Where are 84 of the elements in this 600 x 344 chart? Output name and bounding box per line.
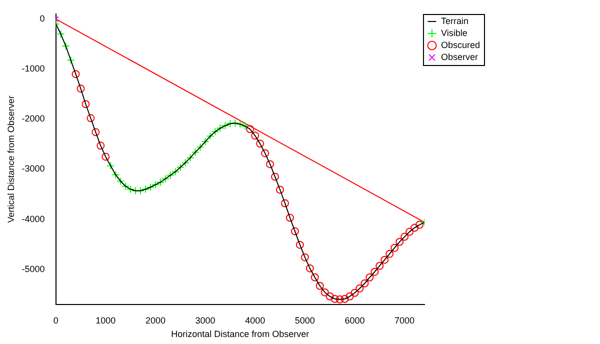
point bbox=[346, 292, 354, 300]
point bbox=[106, 162, 115, 170]
point bbox=[276, 186, 284, 194]
point bbox=[86, 114, 95, 122]
point bbox=[360, 279, 369, 288]
point bbox=[256, 140, 264, 148]
point bbox=[201, 138, 210, 146]
point bbox=[356, 284, 364, 292]
point bbox=[176, 163, 184, 172]
x-tick-label: 3000 bbox=[195, 315, 216, 326]
point bbox=[171, 168, 180, 176]
point bbox=[390, 244, 399, 252]
point bbox=[166, 171, 174, 180]
point bbox=[326, 292, 334, 300]
y-tick-label: -2000 bbox=[22, 114, 45, 124]
point bbox=[141, 185, 150, 194]
x-tick-label: 1000 bbox=[96, 315, 116, 326]
point bbox=[380, 256, 389, 264]
x-axis-title: Horizontal Distance from Observer bbox=[171, 329, 310, 340]
legend-label: Obscured bbox=[440, 40, 480, 50]
point bbox=[290, 227, 299, 236]
point bbox=[96, 142, 105, 150]
y-tick-label: -3000 bbox=[22, 164, 45, 174]
point bbox=[310, 273, 319, 282]
point bbox=[330, 294, 339, 303]
point bbox=[376, 262, 384, 270]
point bbox=[366, 273, 374, 282]
point bbox=[221, 122, 230, 130]
y-tick-label: 0 bbox=[40, 13, 45, 24]
point bbox=[266, 160, 274, 168]
point bbox=[296, 240, 304, 249]
point bbox=[66, 56, 75, 64]
point bbox=[251, 132, 260, 140]
point bbox=[386, 250, 394, 258]
point bbox=[181, 158, 190, 167]
point bbox=[206, 132, 214, 140]
point bbox=[286, 214, 294, 222]
point bbox=[62, 42, 70, 50]
x-tick-label: 7000 bbox=[394, 315, 415, 326]
point bbox=[350, 288, 359, 297]
x-tick-label: 2000 bbox=[145, 315, 166, 326]
point bbox=[82, 100, 90, 108]
point bbox=[370, 268, 379, 276]
point bbox=[410, 224, 419, 232]
point bbox=[92, 128, 100, 136]
point bbox=[300, 253, 309, 262]
point bbox=[112, 170, 120, 179]
point bbox=[161, 174, 170, 183]
y-tick-label: -1000 bbox=[22, 64, 45, 74]
point bbox=[151, 180, 160, 189]
point bbox=[416, 220, 424, 229]
legend-label: Observer bbox=[440, 52, 478, 62]
point bbox=[406, 228, 414, 236]
legend-label: Visible bbox=[440, 28, 468, 38]
point bbox=[56, 30, 65, 38]
point bbox=[211, 128, 220, 136]
x-tick-label: 4000 bbox=[245, 315, 266, 326]
x-tick-label: 6000 bbox=[344, 315, 365, 326]
point bbox=[320, 288, 329, 296]
point bbox=[306, 264, 314, 272]
point bbox=[216, 124, 224, 132]
x-tick-label: 0 bbox=[53, 315, 58, 326]
point bbox=[191, 148, 200, 156]
legend-label: Terrain bbox=[440, 16, 468, 26]
point bbox=[280, 199, 289, 208]
point bbox=[340, 294, 349, 303]
point bbox=[186, 154, 194, 162]
y-axis-title: Vertical Distance from Observer bbox=[6, 96, 16, 223]
point bbox=[246, 125, 254, 134]
point bbox=[196, 143, 204, 152]
point bbox=[146, 183, 154, 192]
point bbox=[271, 172, 280, 181]
point bbox=[72, 70, 80, 78]
point bbox=[316, 282, 324, 290]
x-tick-label: 5000 bbox=[294, 315, 315, 326]
point bbox=[396, 238, 404, 246]
y-tick-label: -5000 bbox=[22, 264, 45, 274]
point bbox=[336, 295, 344, 304]
y-tick-label: -4000 bbox=[22, 214, 45, 224]
point bbox=[76, 84, 85, 93]
point bbox=[102, 152, 110, 161]
point bbox=[261, 149, 270, 158]
point bbox=[400, 232, 409, 241]
point bbox=[156, 178, 164, 186]
